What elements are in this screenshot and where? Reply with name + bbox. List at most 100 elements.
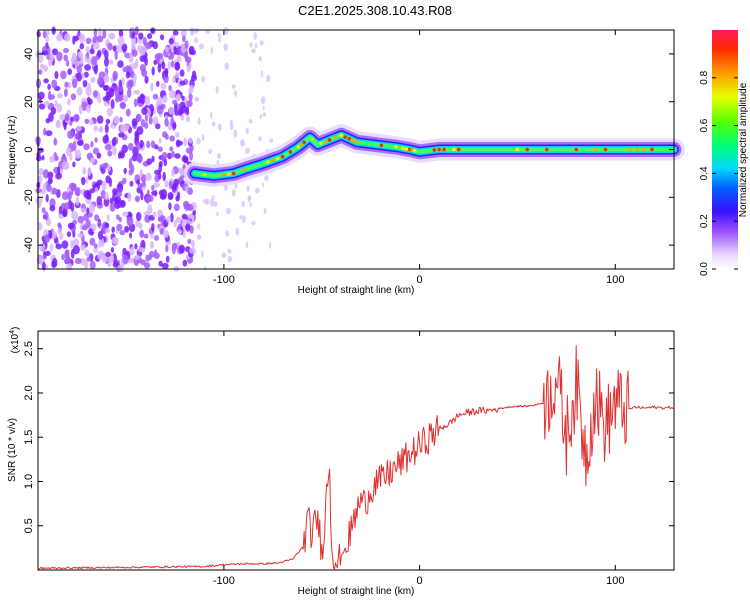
spectrogram-y-label: Frequency (Hz) xyxy=(7,116,18,185)
noise-blob xyxy=(131,49,138,57)
noise-blob xyxy=(82,167,86,176)
noise-blob xyxy=(84,259,89,269)
noise-blob xyxy=(90,77,96,83)
noise-blob xyxy=(173,203,180,212)
noise-blob xyxy=(44,250,51,256)
noise-blob xyxy=(201,76,206,83)
noise-blob xyxy=(151,185,155,191)
x-tick-label: -100 xyxy=(213,274,235,286)
noise-blob xyxy=(116,183,124,193)
noise-blob xyxy=(139,169,143,178)
noise-blob xyxy=(77,215,85,224)
ridge-peak xyxy=(302,140,306,145)
noise-blob xyxy=(77,51,84,59)
noise-blob xyxy=(121,177,127,185)
ridge-peak xyxy=(593,147,598,152)
noise-blob xyxy=(119,200,126,208)
noise-blob xyxy=(235,227,240,236)
noise-blob xyxy=(228,249,232,254)
noise-blob xyxy=(248,119,253,124)
noise-blob xyxy=(153,182,160,188)
noise-blob xyxy=(144,75,149,84)
noise-blob xyxy=(245,127,249,135)
noise-blob xyxy=(72,238,80,247)
noise-blob xyxy=(183,156,189,164)
snr-x-ticks: -100 0 100 xyxy=(213,331,624,587)
ridge-peak xyxy=(574,147,578,152)
noise-blob xyxy=(61,209,67,217)
noise-blob xyxy=(67,191,72,202)
noise-blob xyxy=(37,221,43,231)
noise-blob xyxy=(55,172,62,180)
noise-blob xyxy=(125,108,131,117)
noise-blob xyxy=(173,46,177,55)
noise-blob xyxy=(175,195,180,202)
noise-blob xyxy=(182,35,186,43)
noise-blob xyxy=(262,182,265,188)
noise-blob xyxy=(43,78,49,84)
noise-blob xyxy=(134,195,140,203)
ridge-peak xyxy=(650,147,654,152)
noise-blob xyxy=(154,169,161,175)
noise-blob xyxy=(136,179,141,185)
noise-blob xyxy=(122,254,129,265)
ridge-peak xyxy=(222,172,226,177)
ridge-peak xyxy=(242,168,246,172)
noise-blob xyxy=(103,74,110,83)
ridge-peak xyxy=(355,140,359,145)
noise-blob xyxy=(140,119,146,128)
x-tick-label: 100 xyxy=(606,274,624,286)
noise-blob xyxy=(205,198,210,205)
ridge-peak xyxy=(310,137,314,142)
noise-blob xyxy=(210,46,213,55)
noise-blob xyxy=(49,198,56,208)
noise-blob xyxy=(38,103,46,110)
noise-blob xyxy=(45,194,49,203)
noise-blob xyxy=(89,260,96,270)
noise-blob xyxy=(63,122,67,131)
noise-blob xyxy=(216,153,222,159)
noise-blob xyxy=(47,171,54,179)
noise-blob xyxy=(125,71,131,79)
noise-blob xyxy=(204,265,207,271)
noise-blob xyxy=(112,188,118,196)
noise-blob xyxy=(131,154,138,162)
ridge-peak xyxy=(525,147,529,152)
ridge-peak xyxy=(324,139,329,143)
y-tick-label: 2.0 xyxy=(23,385,35,400)
noise-blob xyxy=(109,197,114,204)
noise-blob xyxy=(89,157,96,164)
noise-blob xyxy=(87,57,91,65)
noise-blob xyxy=(135,220,141,228)
noise-blob xyxy=(97,230,103,240)
noise-blob xyxy=(118,216,122,223)
ridge-peak xyxy=(296,145,301,149)
noise-blob xyxy=(88,228,93,235)
noise-blob xyxy=(126,88,132,98)
noise-blob xyxy=(227,255,232,263)
noise-blob xyxy=(123,124,130,131)
noise-blob xyxy=(217,123,222,131)
noise-blob xyxy=(175,71,180,79)
noise-blob xyxy=(145,172,152,181)
noise-blob xyxy=(111,137,117,147)
noise-blob xyxy=(167,192,174,199)
noise-blob xyxy=(138,32,144,40)
noise-blob xyxy=(221,252,227,258)
ridge-peak xyxy=(379,143,384,148)
noise-blob xyxy=(192,209,196,216)
noise-blob xyxy=(131,30,135,39)
noise-blob xyxy=(103,197,110,207)
noise-blob xyxy=(113,115,120,125)
noise-blob xyxy=(104,192,109,201)
noise-blob xyxy=(74,257,82,265)
noise-blob xyxy=(173,220,177,228)
ridge-peak xyxy=(299,142,304,147)
noise-blob xyxy=(152,116,159,126)
noise-blob xyxy=(44,234,50,243)
noise-blob xyxy=(36,155,42,162)
noise-blob xyxy=(116,86,123,92)
noise-blob xyxy=(39,63,45,70)
noise-blob xyxy=(106,107,113,117)
noise-blob xyxy=(126,216,134,227)
